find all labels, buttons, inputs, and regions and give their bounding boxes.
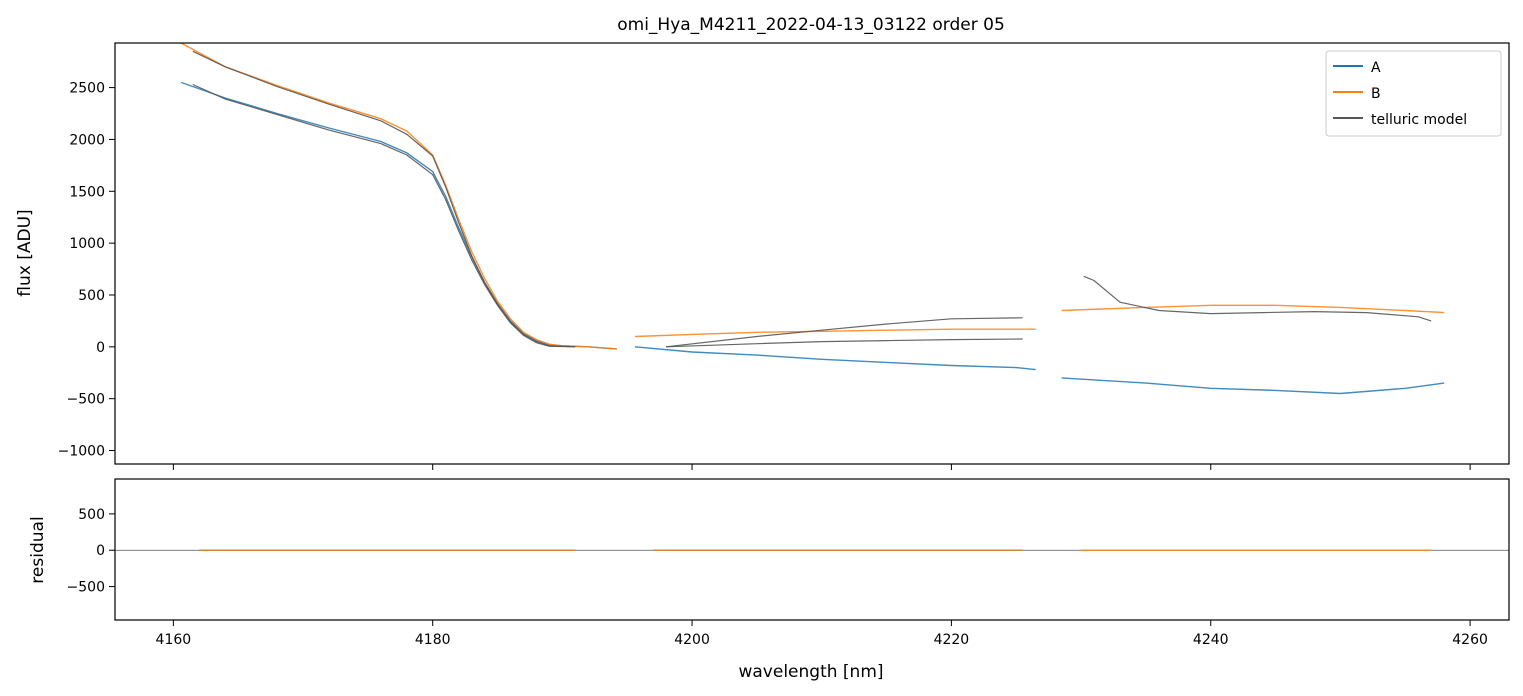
flux-axes: −1000 −500 0 500 1000 1500 2000 2500 <box>58 81 1471 470</box>
flux-series-b-segment-0 <box>180 43 617 350</box>
chart-title: omi_Hya_M4211_2022-04-13_03122 order 05 <box>617 15 1005 35</box>
xtick-label-4180: 4180 <box>415 632 451 648</box>
flux-series-a-segment-1 <box>634 346 1036 371</box>
residual-ytick-label--500: −500 <box>67 580 105 596</box>
residual-ytick-label-0: 0 <box>96 543 105 559</box>
flux-panel-frame <box>114 42 1510 465</box>
flux-series-telluric-model-segment-0 <box>192 50 576 348</box>
flux-series-b-segment-2 <box>1061 304 1445 314</box>
flux-ytick-label-0: 0 <box>96 340 105 356</box>
xtick-label-4220: 4220 <box>934 632 970 648</box>
flux-panel-series <box>180 43 1445 395</box>
flux-series-a-segment-2 <box>1061 377 1445 395</box>
flux-ytick-label--500: −500 <box>67 392 105 408</box>
legend-label-telluric: telluric model <box>1371 112 1467 128</box>
flux-ylabel: flux [ADU] <box>15 209 35 296</box>
xtick-label-4200: 4200 <box>674 632 710 648</box>
flux-ytick-label-2000: 2000 <box>69 132 105 148</box>
flux-ytick-label-500: 500 <box>78 288 105 304</box>
residual-panel-frame <box>114 478 1510 621</box>
flux-ytick-label-2500: 2500 <box>69 81 105 97</box>
xtick-label-4240: 4240 <box>1193 632 1229 648</box>
legend-label-b: B <box>1371 86 1381 102</box>
legend-label-a: A <box>1371 60 1381 76</box>
x-axis-label: wavelength [nm] <box>738 662 883 682</box>
legend: A B telluric model <box>1325 50 1502 137</box>
legend-box <box>1325 50 1502 137</box>
flux-series-telluric-model-segment-1 <box>192 83 576 348</box>
flux-ytick-label-1000: 1000 <box>69 236 105 252</box>
flux-ytick-label--1000: −1000 <box>58 444 105 460</box>
xtick-label-4160: 4160 <box>156 632 192 648</box>
xtick-label-4260: 4260 <box>1452 632 1488 648</box>
residual-ylabel: residual <box>28 516 48 583</box>
residual-axes: −500 0 500 4160 4180 4200 4220 4240 4260 <box>67 507 1488 648</box>
flux-series-telluric-model-segment-4 <box>1083 275 1432 322</box>
flux-series-telluric-model-segment-3 <box>666 338 1023 348</box>
flux-series-telluric-model-segment-2 <box>666 317 1023 348</box>
residual-ytick-label-500: 500 <box>78 507 105 523</box>
flux-ytick-label-1500: 1500 <box>69 184 105 200</box>
flux-series-b-segment-1 <box>634 328 1036 338</box>
flux-series-a-segment-0 <box>180 81 617 350</box>
